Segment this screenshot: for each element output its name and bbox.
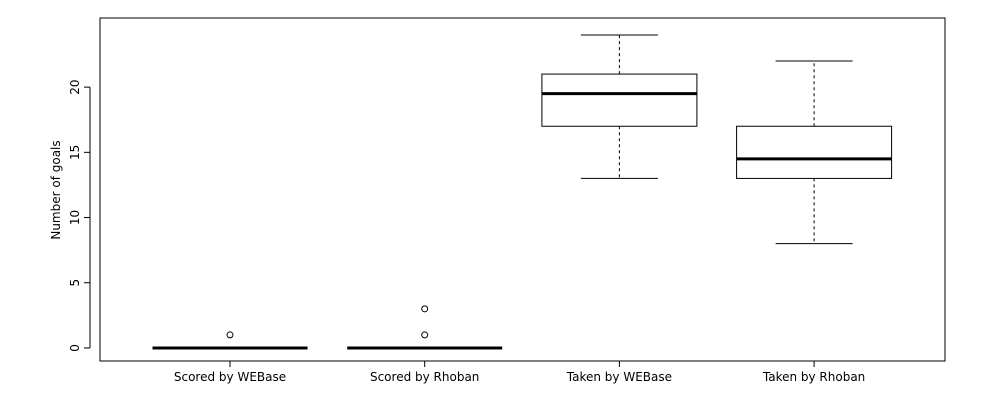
y-tick-label: 5 — [68, 279, 82, 287]
y-tick-label: 20 — [68, 79, 82, 94]
outlier — [226, 331, 234, 339]
x-tick-label: Taken by Rhoban — [762, 370, 865, 384]
y-tick-label: 10 — [68, 210, 82, 225]
outlier — [421, 331, 429, 339]
box — [541, 73, 698, 127]
x-tick-label: Taken by WEBase — [566, 370, 672, 384]
plot-frame — [99, 17, 946, 362]
y-axis-label: Number of goals — [49, 140, 63, 239]
box — [736, 125, 893, 179]
y-tick-label: 0 — [68, 344, 82, 352]
outlier — [421, 305, 429, 313]
y-tick-label: 15 — [68, 145, 82, 160]
x-tick-label: Scored by WEBase — [174, 370, 286, 384]
x-tick-label: Scored by Rhoban — [370, 370, 479, 384]
